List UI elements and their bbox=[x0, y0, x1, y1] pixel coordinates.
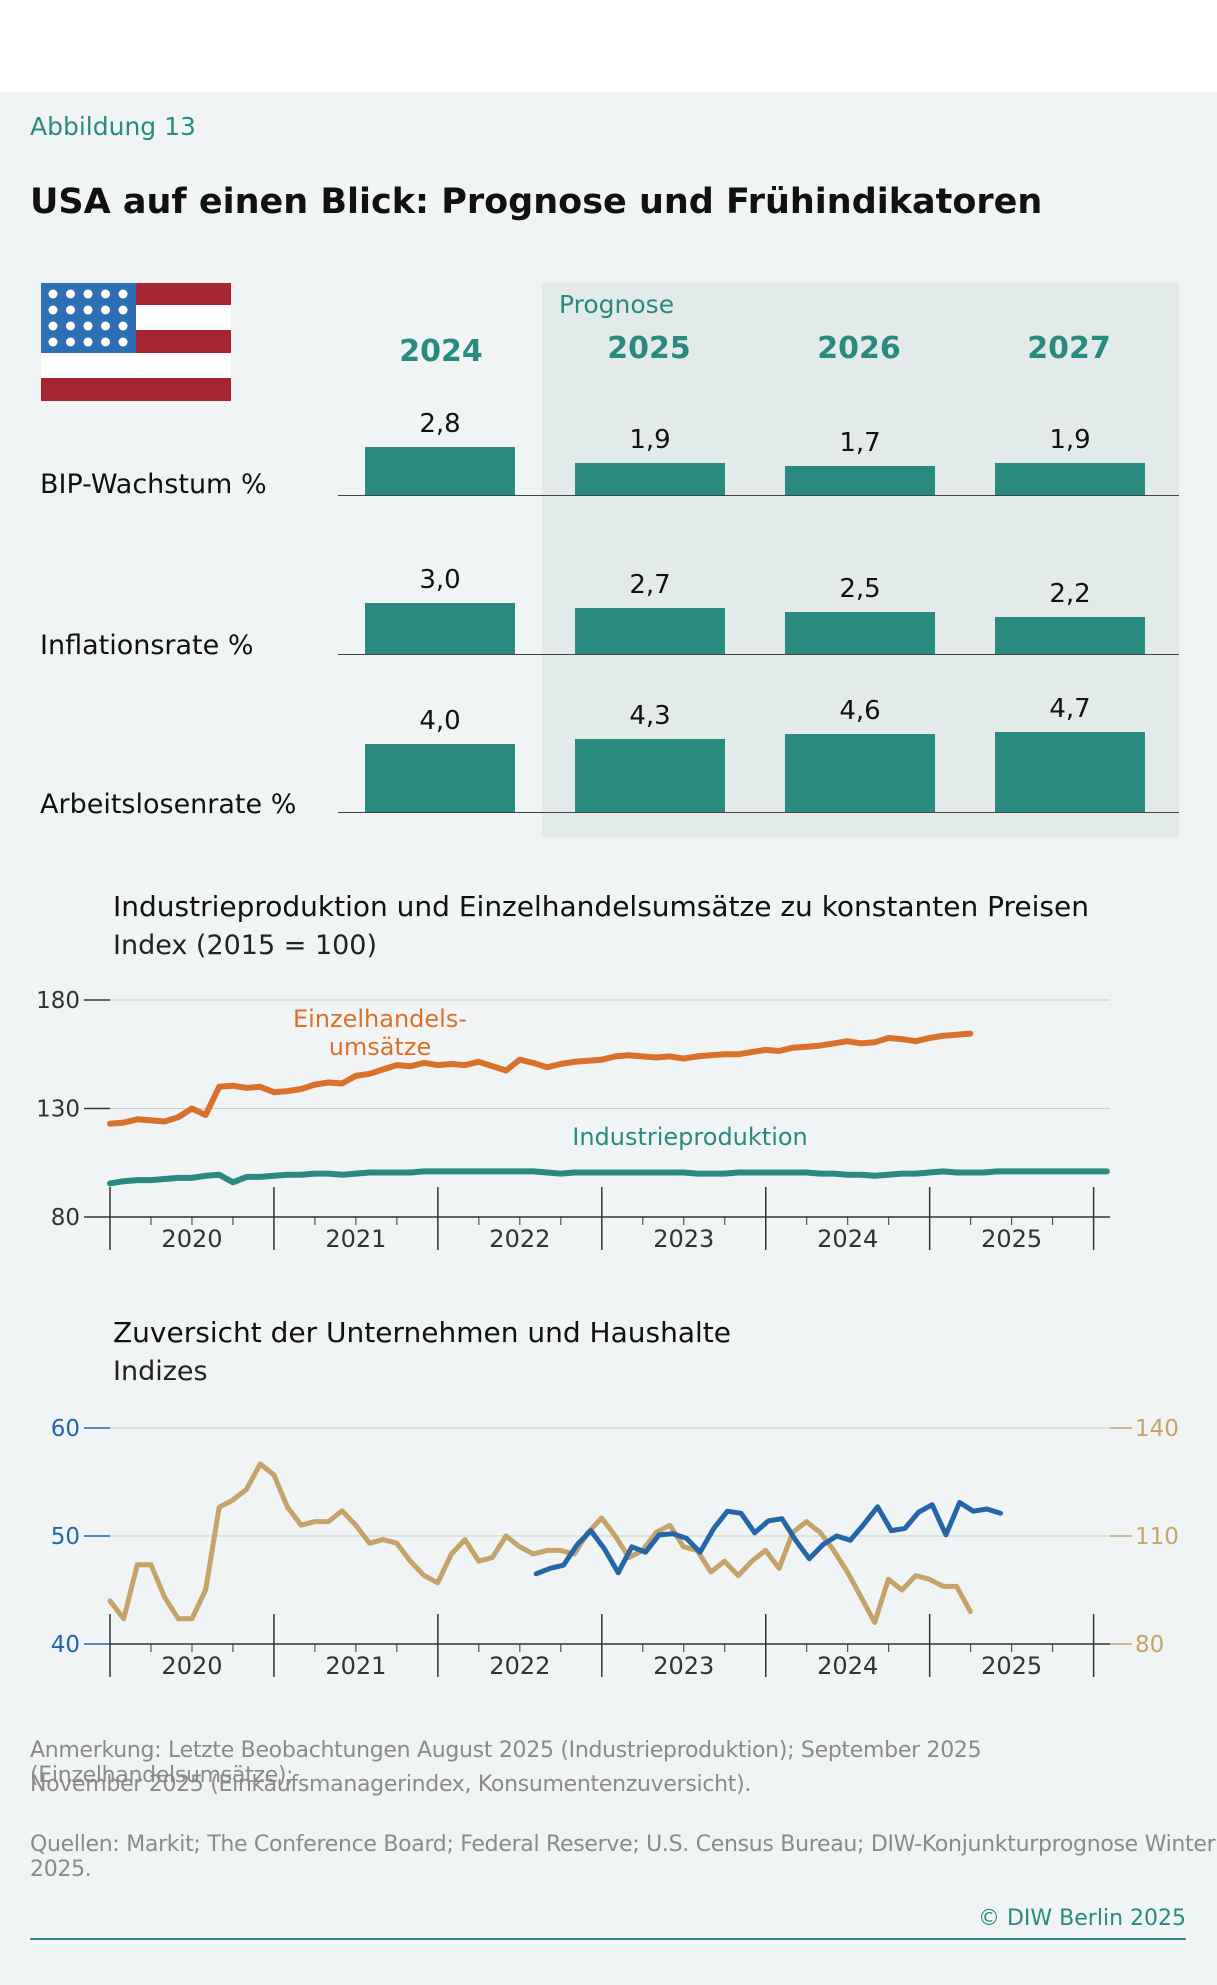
x-tick-label: 2020 bbox=[161, 1225, 222, 1253]
bar-gdp-2026 bbox=[785, 466, 935, 495]
flag-star bbox=[48, 321, 58, 331]
x-tick-label: 2021 bbox=[325, 1652, 386, 1680]
series-line-industrieproduktion bbox=[107, 1168, 1110, 1187]
flag-star bbox=[118, 305, 128, 315]
y-tick-label: 130 bbox=[36, 1097, 80, 1123]
flag-star bbox=[48, 289, 58, 299]
bar-inflation-2027 bbox=[995, 616, 1145, 654]
value-unemployment-2024: 4,0 bbox=[419, 706, 461, 736]
figure-label: Abbildung 13 bbox=[30, 112, 196, 141]
year-header-2027: 2027 bbox=[1027, 331, 1111, 366]
value-unemployment-2027: 4,7 bbox=[1049, 694, 1091, 725]
sources: Quellen: Markit; The Conference Board; F… bbox=[30, 1832, 1216, 1882]
bar-gdp-2024 bbox=[365, 447, 515, 495]
x-tick-label: 2021 bbox=[325, 1225, 386, 1253]
flag-star bbox=[66, 337, 75, 347]
row-label-inflation: Inflationsrate % bbox=[40, 630, 254, 661]
row-baseline-gdp bbox=[338, 495, 1179, 496]
year-header-2025: 2025 bbox=[607, 331, 691, 366]
series-line-einzelhandel bbox=[107, 1030, 974, 1127]
series-label-einzelhandel: Einzelhandels- bbox=[293, 1005, 467, 1033]
y-right-tick-label: 80 bbox=[1135, 1632, 1164, 1658]
bar-gdp-2025 bbox=[575, 462, 725, 495]
bar-unemployment-2024 bbox=[365, 744, 515, 812]
flag-star bbox=[66, 305, 75, 315]
value-inflation-2024: 3,0 bbox=[419, 565, 461, 595]
flag-star bbox=[83, 289, 93, 299]
value-inflation-2027: 2,2 bbox=[1049, 578, 1091, 609]
y-left-tick-label: 50 bbox=[51, 1524, 80, 1550]
series-line-einkaufsmanagerindex bbox=[533, 1500, 1003, 1577]
flag-star bbox=[66, 321, 75, 331]
y-left-tick-label: 40 bbox=[51, 1632, 80, 1658]
bar-unemployment-2027 bbox=[995, 732, 1145, 812]
bar-unemployment-2026 bbox=[785, 733, 935, 812]
row-label-gdp: BIP-Wachstum % bbox=[40, 469, 267, 500]
x-tick-label: 2022 bbox=[489, 1225, 550, 1253]
flag-star bbox=[48, 305, 58, 315]
x-tick-label: 2025 bbox=[981, 1225, 1042, 1253]
row-label-unemployment: Arbeitslosenrate % bbox=[40, 789, 297, 820]
copyright-credit: © DIW Berlin 2025 bbox=[978, 1906, 1186, 1931]
x-tick-label: 2020 bbox=[161, 1652, 222, 1680]
prognose-label: Prognose bbox=[559, 290, 675, 319]
series-label-einzelhandel-line2: umsätze bbox=[329, 1033, 432, 1061]
chart1-plot: 180 130 80 2020 2021 2022 2023 2024 2025 Einzelha… bbox=[36, 988, 1110, 1253]
series-line-konsumentenzuversicht bbox=[107, 1461, 973, 1625]
flag-star bbox=[101, 289, 110, 299]
us-flag-icon bbox=[41, 283, 231, 401]
bar-inflation-2026 bbox=[785, 611, 935, 654]
flag-star bbox=[83, 305, 93, 315]
x-tick-label: 2024 bbox=[817, 1652, 878, 1680]
y-tick-label: 180 bbox=[36, 988, 80, 1014]
flag-star bbox=[101, 305, 110, 315]
x-tick-label: 2022 bbox=[489, 1652, 550, 1680]
flag-star bbox=[83, 321, 93, 331]
y-right-tick-label: 140 bbox=[1135, 1416, 1179, 1442]
value-gdp-2024: 2,8 bbox=[419, 409, 461, 440]
flag-star bbox=[118, 337, 128, 347]
figure-title: USA auf einen Blick: Prognose und Frühin… bbox=[30, 182, 1043, 222]
flag-star bbox=[48, 337, 58, 347]
bar-inflation-2024 bbox=[365, 603, 515, 654]
value-gdp-2027: 1,9 bbox=[1049, 424, 1091, 455]
flag-star bbox=[83, 337, 93, 347]
flag-star bbox=[101, 337, 110, 347]
value-unemployment-2025: 4,3 bbox=[629, 700, 671, 731]
x-tick-label: 2025 bbox=[981, 1652, 1042, 1680]
value-gdp-2025: 1,9 bbox=[629, 424, 671, 455]
value-inflation-2025: 2,7 bbox=[629, 570, 671, 601]
y-left-tick-label: 60 bbox=[51, 1416, 80, 1442]
row-baseline-inflation bbox=[338, 654, 1179, 655]
row-baseline-unemployment bbox=[338, 812, 1179, 813]
chart2-subtitle: Indizes bbox=[113, 1356, 208, 1387]
x-tick-label: 2023 bbox=[653, 1652, 714, 1680]
chart2-plot: 60 140 50 110 40 80 2020 2021 2022 2023 2024 2025 bbox=[51, 1416, 1179, 1680]
value-gdp-2026: 1,7 bbox=[839, 428, 881, 459]
y-tick-label: 80 bbox=[51, 1205, 80, 1231]
flag-star bbox=[118, 321, 128, 331]
x-tick-label: 2023 bbox=[653, 1225, 714, 1253]
y-right-tick-label: 110 bbox=[1135, 1524, 1179, 1550]
year-header-2024: 2024 bbox=[399, 334, 483, 369]
x-tick-label: 2024 bbox=[817, 1225, 878, 1253]
footnote-line1: Anmerkung: Letzte Beobachtungen August 2… bbox=[30, 1738, 982, 1788]
value-inflation-2026: 2,5 bbox=[839, 573, 881, 604]
chart2-title: Zuversicht der Unternehmen und Haushalte bbox=[113, 1316, 731, 1349]
flag-star bbox=[101, 321, 110, 331]
series-label-industrieproduktion: Industrieproduktion bbox=[572, 1123, 808, 1151]
flag-star bbox=[118, 289, 128, 299]
footer-rule bbox=[30, 1938, 1186, 1940]
chart1-title: Industrieproduktion und Einzelhandelsums… bbox=[113, 890, 1089, 923]
footnote-line2: November 2025 (Einkaufsmanagerindex, Kon… bbox=[30, 1772, 752, 1797]
bar-inflation-2025 bbox=[575, 608, 725, 654]
chart1-subtitle: Index (2015 = 100) bbox=[113, 930, 378, 961]
year-header-2026: 2026 bbox=[817, 331, 901, 366]
bar-unemployment-2025 bbox=[575, 738, 725, 812]
value-unemployment-2026: 4,6 bbox=[839, 695, 881, 726]
flag-star bbox=[66, 289, 75, 299]
bar-gdp-2027 bbox=[995, 462, 1145, 495]
